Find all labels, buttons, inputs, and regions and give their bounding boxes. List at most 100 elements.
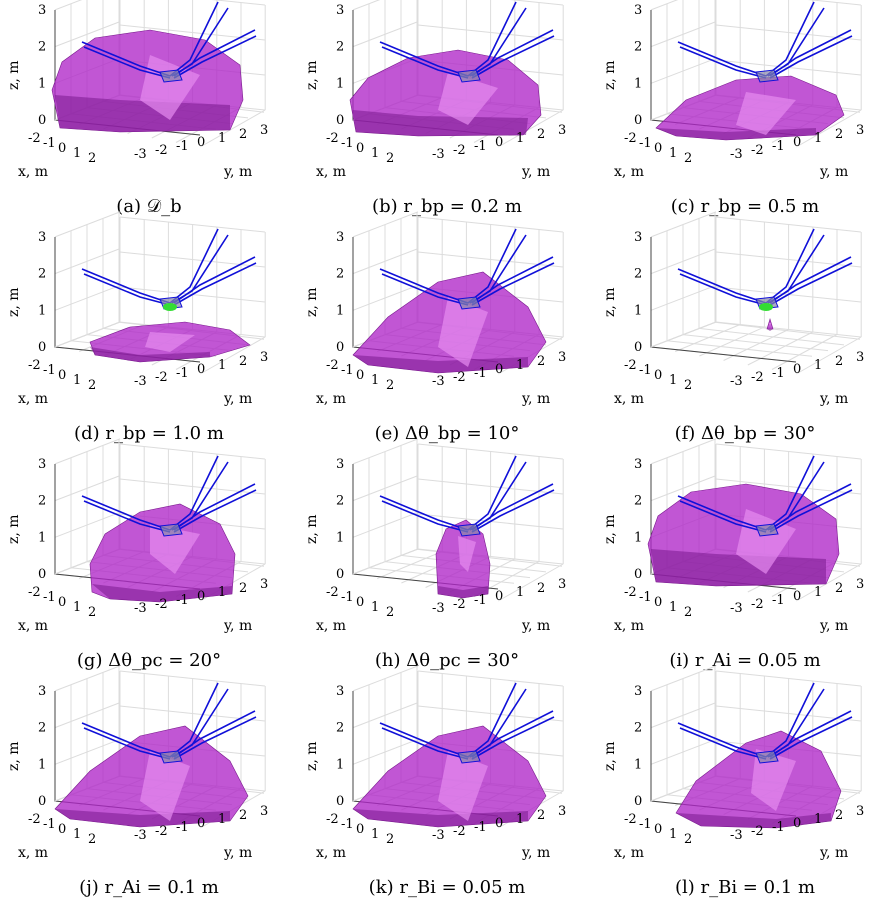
z-tick-label: 2 <box>634 40 642 55</box>
x-tick-label: 2 <box>386 378 394 393</box>
z-tick-label: 3 <box>634 230 642 245</box>
y-tick-label: 2 <box>239 354 247 369</box>
x-tick-label: -1 <box>639 817 652 832</box>
y-tick-label: 1 <box>516 585 524 600</box>
mechanism-legs <box>379 455 555 537</box>
workspace-volume <box>435 519 491 599</box>
z-tick-label: 2 <box>336 494 344 509</box>
y-tick-label: 3 <box>260 577 268 592</box>
plot-panel: 0 1 2 3 -2 -1 0 1 2 -3 -2 -1 0 1 2 3 z, m x, m y, m (j) r_A… <box>0 665 298 908</box>
y-tick-label: 3 <box>856 577 864 592</box>
y-tick-label: -2 <box>453 143 466 158</box>
z-tick-label: 3 <box>634 684 642 699</box>
y-tick-label: -3 <box>134 147 147 162</box>
y-tick-label: 2 <box>835 808 843 823</box>
panel-caption: (c) r_bp = 0.5 m <box>670 196 820 217</box>
z-tick-label: 0 <box>38 567 46 582</box>
y-tick-label: -2 <box>155 370 168 385</box>
y-axis-label: y, m <box>521 845 550 861</box>
z-tick-label: 1 <box>38 303 46 318</box>
y-tick-label: 1 <box>218 812 226 827</box>
plot-panel: 0 1 2 3 -2 -1 0 1 2 -3 -2 -1 0 1 2 3 z, m x, m y, m (i) r_A… <box>596 438 894 681</box>
workspace-volume <box>655 75 845 141</box>
x-tick-label: -2 <box>624 131 637 146</box>
z-tick-label: 3 <box>38 457 46 472</box>
x-tick-label: 1 <box>371 146 379 161</box>
y-tick-label: 1 <box>218 358 226 373</box>
mechanism-legs <box>81 455 257 537</box>
x-tick-label: -1 <box>639 590 652 605</box>
mechanism-legs <box>379 228 555 310</box>
x-tick-label: -2 <box>326 585 339 600</box>
x-tick-label: -1 <box>341 363 354 378</box>
y-tick-label: 3 <box>260 350 268 365</box>
z-tick-label: 3 <box>336 457 344 472</box>
y-tick-label: 1 <box>218 131 226 146</box>
panel-caption: (g) Δθ_pc = 20° <box>76 650 222 671</box>
y-tick-label: 2 <box>835 354 843 369</box>
y-tick-label: 2 <box>239 581 247 596</box>
z-axis-label: z, m <box>304 514 320 544</box>
z-tick-label: 0 <box>38 340 46 355</box>
y-tick-label: -1 <box>772 139 785 154</box>
x-tick-label: 2 <box>88 605 96 620</box>
y-tick-label: -3 <box>134 601 147 616</box>
y-tick-label: 2 <box>239 127 247 142</box>
y-tick-label: 1 <box>516 358 524 373</box>
z-axis-label: z, m <box>602 60 618 90</box>
plot-panel: 0 1 2 3 -2 -1 0 1 2 -3 -2 -1 0 1 2 3 z, m x, m y, m (d) r_b… <box>0 211 298 454</box>
y-tick-label: 3 <box>558 123 566 138</box>
y-tick-label: 0 <box>495 362 503 377</box>
y-tick-label: 2 <box>537 581 545 596</box>
panel-caption: (l) r_Bi = 0.1 m <box>674 877 816 898</box>
y-tick-label: 3 <box>856 123 864 138</box>
x-axis-label: x, m <box>614 164 644 180</box>
y-tick-label: -1 <box>474 366 487 381</box>
workspace-volume <box>352 271 547 374</box>
x-tick-label: -1 <box>43 817 56 832</box>
y-axis-label: y, m <box>521 391 550 407</box>
y-tick-label: 3 <box>558 804 566 819</box>
y-tick-label: 2 <box>835 581 843 596</box>
z-tick-label: 0 <box>336 113 344 128</box>
y-tick-label: -2 <box>155 824 168 839</box>
z-tick-label: 1 <box>634 530 642 545</box>
x-tick-label: -2 <box>28 812 41 827</box>
z-tick-label: 2 <box>336 40 344 55</box>
y-tick-label: -1 <box>474 593 487 608</box>
panel-caption: (e) Δθ_bp = 10° <box>374 423 520 444</box>
y-tick-label: -1 <box>474 139 487 154</box>
z-tick-label: 0 <box>634 794 642 809</box>
z-tick-label: 2 <box>38 267 46 282</box>
y-tick-label: -3 <box>134 374 147 389</box>
y-tick-label: -3 <box>432 601 445 616</box>
y-tick-label: 2 <box>239 808 247 823</box>
z-tick-label: 0 <box>38 113 46 128</box>
mechanism-legs <box>677 1 853 83</box>
y-tick-label: 0 <box>197 589 205 604</box>
z-axis-label: z, m <box>304 287 320 317</box>
z-tick-label: 2 <box>38 721 46 736</box>
x-tick-label: 0 <box>58 141 66 156</box>
z-tick-label: 1 <box>336 757 344 772</box>
y-tick-label: 1 <box>814 131 822 146</box>
z-tick-label: 1 <box>336 303 344 318</box>
y-tick-label: -2 <box>453 824 466 839</box>
y-axis-label: y, m <box>223 618 252 634</box>
y-tick-label: -1 <box>772 820 785 835</box>
y-tick-label: 1 <box>516 812 524 827</box>
x-tick-label: 2 <box>386 605 394 620</box>
x-tick-label: 0 <box>356 368 364 383</box>
y-tick-label: 2 <box>537 354 545 369</box>
z-axis-label: z, m <box>6 514 22 544</box>
z-tick-label: 3 <box>336 230 344 245</box>
z-tick-label: 1 <box>336 530 344 545</box>
y-tick-label: 0 <box>495 589 503 604</box>
plot-panel: 0 1 2 3 -2 -1 0 1 2 -3 -2 -1 0 1 2 3 z, m x, m y, m (l) r_B… <box>596 665 894 908</box>
y-tick-label: 3 <box>856 350 864 365</box>
platform-marker <box>759 303 773 311</box>
workspace-volume <box>352 725 547 828</box>
